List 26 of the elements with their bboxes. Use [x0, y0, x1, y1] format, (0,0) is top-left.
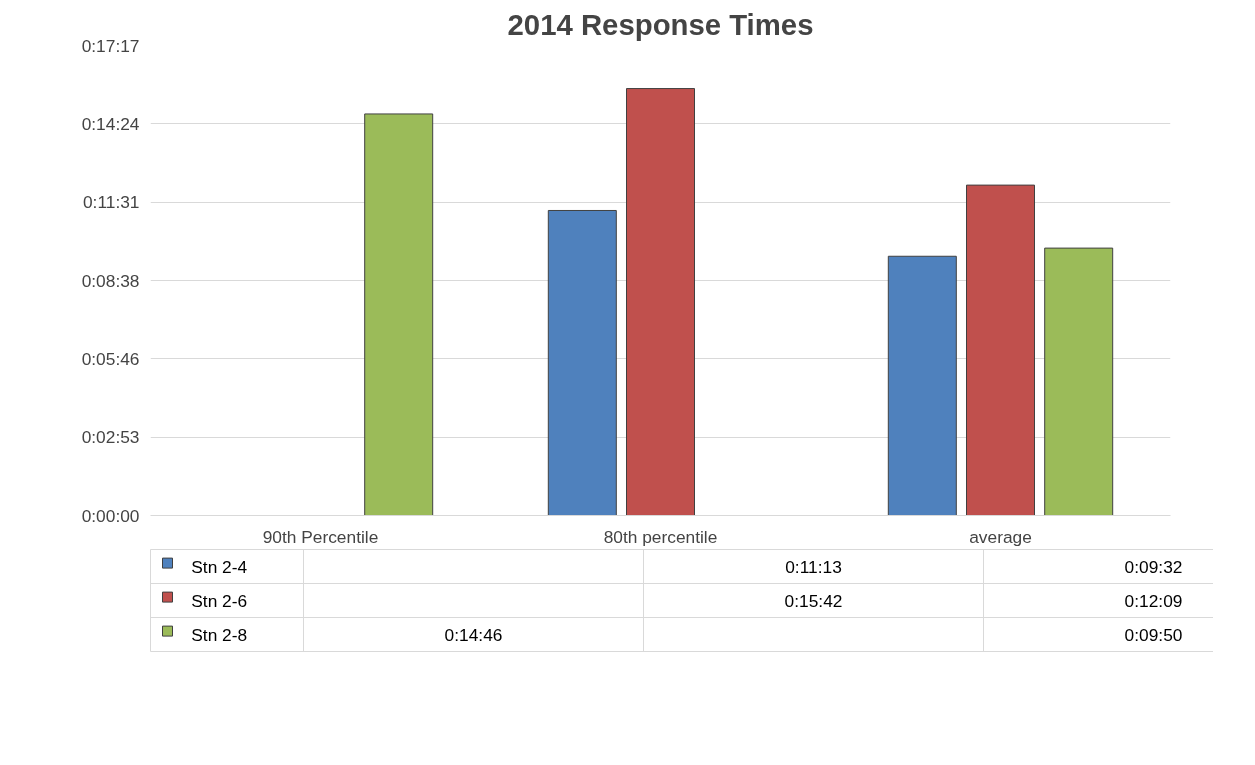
bar	[364, 113, 434, 516]
y-tick-label: 0:00:00	[81, 505, 140, 526]
data-label: 0:11:13	[785, 556, 842, 577]
data-label: 0:09:32	[1124, 556, 1183, 577]
data-label: 0:14:46	[444, 624, 503, 645]
y-tick-label: 0:11:31	[82, 192, 140, 213]
bar	[887, 255, 957, 516]
data-label: 0:12:09	[1124, 590, 1183, 611]
legend-label: Stn 2-6	[191, 590, 248, 611]
y-tick-label: 0:08:38	[81, 270, 140, 291]
x-tick-label: 80th percentile	[603, 526, 718, 547]
legend-label: Stn 2-8	[191, 624, 248, 645]
y-tick-label: 0:14:24	[81, 113, 140, 134]
bar	[626, 88, 695, 516]
bar	[547, 209, 617, 516]
x-tick-label: average	[969, 526, 1032, 547]
y-tick-label: 0:02:53	[81, 427, 140, 448]
y-tick-label: 0:05:46	[81, 348, 140, 369]
data-label: 0:09:50	[1124, 624, 1183, 645]
y-tick-label: 0:17:17	[81, 35, 140, 56]
x-tick-label: 90th Percentile	[262, 526, 379, 547]
bar	[1044, 247, 1114, 516]
chart-title: 2014 Response Times	[507, 7, 814, 41]
data-label: 0:15:42	[784, 590, 843, 611]
bar	[966, 184, 1035, 516]
legend-label: Stn 2-4	[191, 556, 248, 577]
